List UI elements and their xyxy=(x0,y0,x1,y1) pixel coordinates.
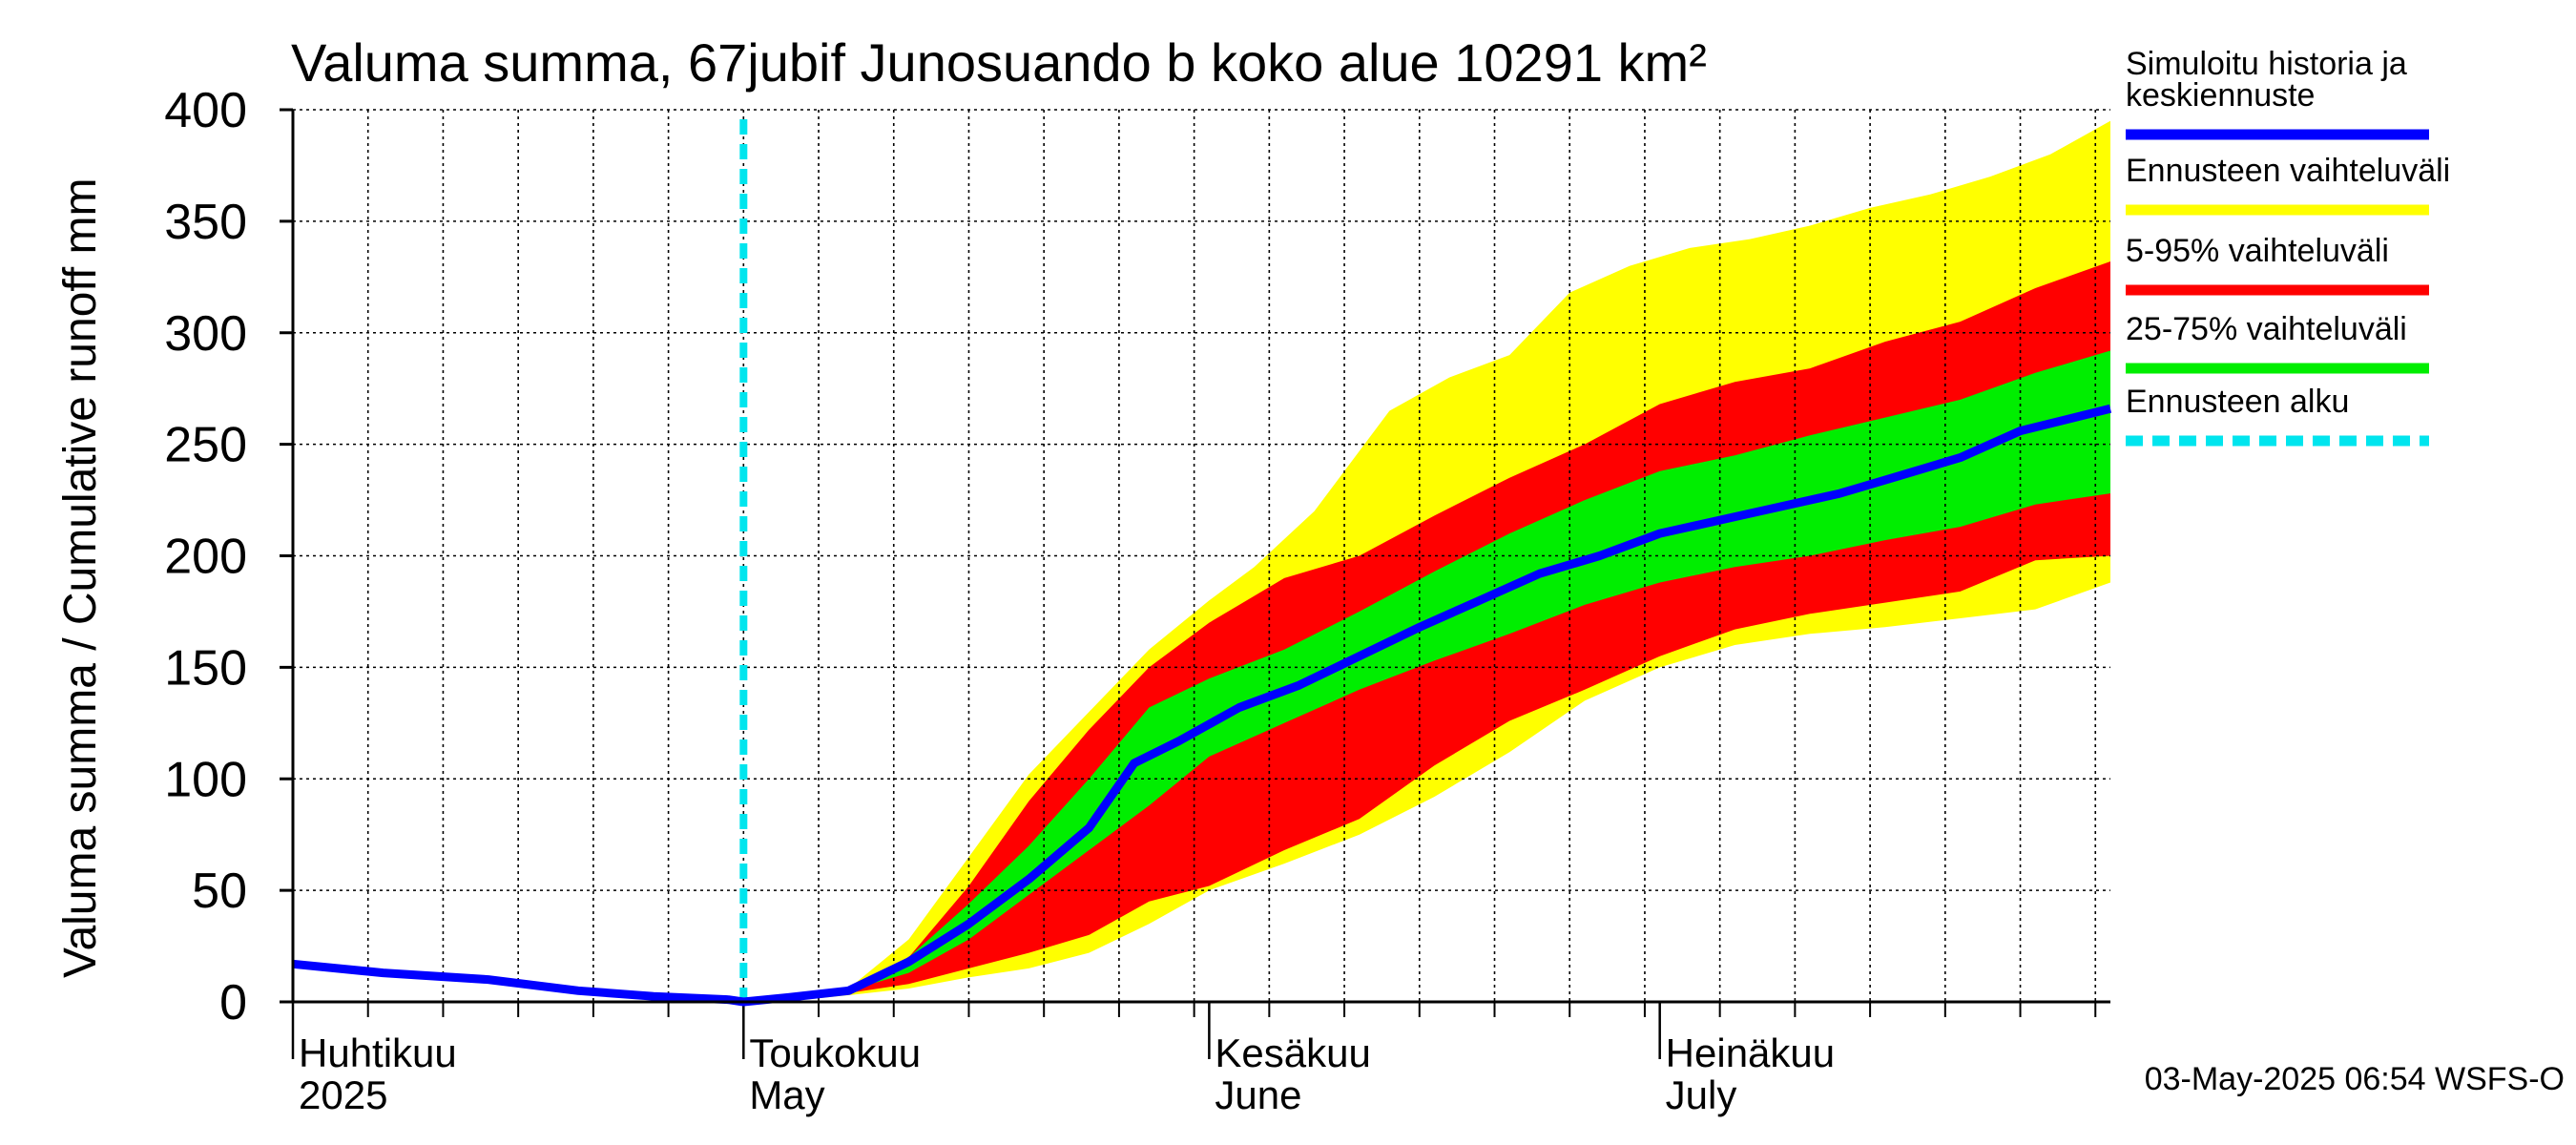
y-tick-label: 250 xyxy=(164,418,247,473)
median-line xyxy=(292,404,2112,1007)
legend-label: Simuloitu historia ja xyxy=(2126,46,2407,82)
x-month-sublabel: June xyxy=(1215,1072,1301,1117)
axes xyxy=(291,110,2110,1004)
footer-timestamp: 03-May-2025 06:54 WSFS-O xyxy=(2145,1061,2565,1097)
y-tick-label: 0 xyxy=(219,975,247,1030)
chart-title: Valuma summa, 67jubif Junosuando b koko … xyxy=(291,32,1707,93)
grid xyxy=(293,109,2110,1002)
legend-label: 5-95% vaihteluväli xyxy=(2126,233,2389,269)
x-month-label: Toukokuu xyxy=(749,1030,921,1075)
legend-label: keskiennuste xyxy=(2126,77,2315,114)
y-tick-label: 300 xyxy=(164,306,247,362)
x-month-label: Huhtikuu xyxy=(299,1030,457,1075)
y-tick-label: 200 xyxy=(164,530,247,585)
y-tick-label: 400 xyxy=(164,83,247,138)
x-month-sublabel: 2025 xyxy=(299,1072,387,1117)
y-tick-label: 100 xyxy=(164,752,247,807)
series-lines xyxy=(292,119,2112,1007)
legend-label: 25-75% vaihteluväli xyxy=(2126,311,2407,347)
y-ticks: 0 50 100 150 200 250 300 350 400 xyxy=(164,83,293,1030)
legend-label: Ennusteen alku xyxy=(2126,384,2349,420)
y-tick-label: 50 xyxy=(192,864,247,919)
forecast-bands xyxy=(743,120,2110,1002)
x-month-label: Kesäkuu xyxy=(1215,1030,1370,1075)
x-minor-ticks xyxy=(292,1002,2097,1017)
x-month-sublabel: July xyxy=(1666,1072,1737,1117)
x-month-sublabel: May xyxy=(749,1072,824,1117)
x-month-label: Heinäkuu xyxy=(1666,1030,1835,1075)
y-tick-label: 150 xyxy=(164,640,247,696)
y-axis-label: Valuma summa / Cumulative runoff mm xyxy=(55,178,106,979)
legend-label: Ennusteen vaihteluväli xyxy=(2126,153,2450,189)
y-tick-label: 350 xyxy=(164,195,247,250)
